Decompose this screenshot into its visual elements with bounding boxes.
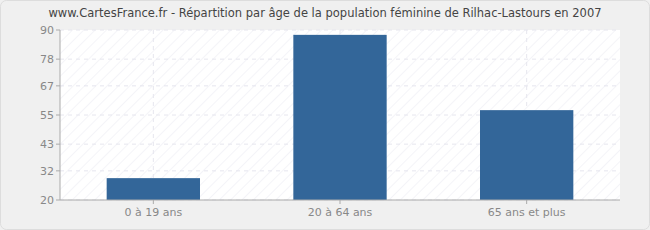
y-tick-label: 55 bbox=[40, 109, 54, 122]
x-tick bbox=[153, 200, 154, 204]
grid-line-v bbox=[153, 30, 154, 200]
x-tick bbox=[526, 200, 527, 204]
y-tick bbox=[56, 59, 60, 60]
y-tick bbox=[56, 30, 60, 31]
y-tick bbox=[56, 115, 60, 116]
x-tick-label: 20 à 64 ans bbox=[308, 206, 373, 219]
chart-container: 20 32 43 55 67 78 90 0 à 19 ans 20 à 64 ans 65 an… bbox=[0, 0, 650, 230]
y-tick-label: 20 bbox=[40, 194, 54, 207]
y-tick bbox=[56, 85, 60, 86]
bars bbox=[107, 35, 574, 200]
bar bbox=[480, 110, 573, 200]
y-tick-label: 67 bbox=[40, 80, 54, 93]
y-axis bbox=[60, 30, 61, 200]
y-tick-label: 43 bbox=[40, 138, 54, 151]
x-tick-label: 65 ans et plus bbox=[488, 206, 566, 219]
plot-hatch bbox=[60, 30, 620, 200]
bar bbox=[107, 178, 200, 200]
x-tick bbox=[340, 200, 341, 204]
y-tick bbox=[56, 144, 60, 145]
chart-svg: 20 32 43 55 67 78 90 0 à 19 ans 20 à 64 ans 65 an… bbox=[0, 0, 650, 230]
y-tick bbox=[56, 170, 60, 171]
title: www.CartesFrance.fr - Répartition par âg… bbox=[48, 6, 601, 20]
y-tick bbox=[56, 200, 60, 201]
y-tick-label: 90 bbox=[40, 24, 54, 37]
y-tick-label: 78 bbox=[40, 53, 54, 66]
x-tick-label: 0 à 19 ans bbox=[124, 206, 182, 219]
background bbox=[1, 1, 650, 230]
y-tick-label: 32 bbox=[40, 165, 54, 178]
bar bbox=[293, 35, 386, 200]
plot-area bbox=[60, 30, 620, 200]
